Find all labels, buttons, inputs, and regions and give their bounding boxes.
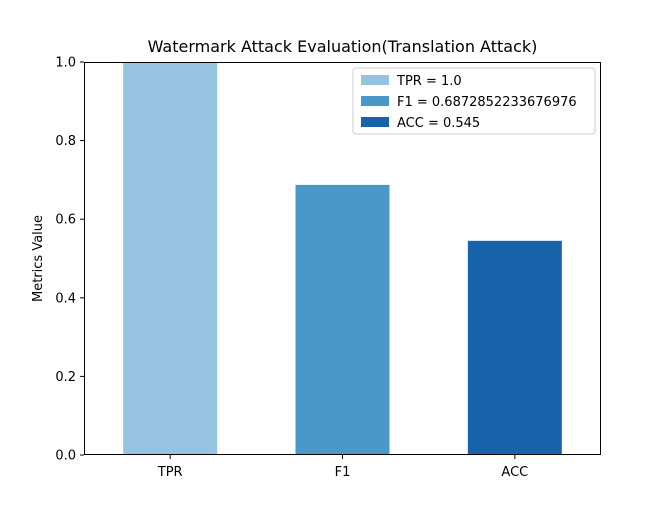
- x-tick-label: ACC: [501, 465, 528, 480]
- axes-layer: TPR F1 ACC 0.0 0.2 0.4 0.6 0.8 1.0: [55, 56, 601, 480]
- chart-title: Watermark Attack Evaluation(Translation …: [148, 37, 538, 56]
- legend-swatch: [361, 75, 389, 85]
- legend-swatch: [361, 96, 389, 106]
- x-tick-label: TPR: [157, 465, 183, 480]
- bar-f1: [295, 184, 390, 455]
- legend-entry: F1 = 0.6872852233676976: [397, 95, 577, 110]
- bar-acc: [467, 240, 562, 455]
- bar-tpr: [123, 62, 218, 455]
- y-tick-label: 0.2: [55, 370, 76, 385]
- legend-entry: ACC = 0.545: [397, 116, 480, 131]
- y-tick-label: 1.0: [55, 56, 76, 71]
- legend-box: [352, 67, 596, 135]
- y-tick-label: 0.4: [55, 291, 76, 306]
- y-tick-label: 0.8: [55, 134, 76, 149]
- legend-entry: TPR = 1.0: [396, 74, 462, 89]
- x-tick-label: F1: [335, 465, 351, 480]
- y-tick-label: 0.0: [55, 449, 76, 464]
- legend-swatch: [361, 117, 389, 127]
- y-tick-label: 0.6: [55, 213, 76, 228]
- legend: TPR = 1.0 F1 = 0.6872852233676976 ACC = 0.…: [352, 67, 596, 135]
- y-axis-label: Metrics Value: [31, 215, 46, 302]
- bars-layer: [123, 62, 562, 455]
- plot-frame: [84, 62, 601, 455]
